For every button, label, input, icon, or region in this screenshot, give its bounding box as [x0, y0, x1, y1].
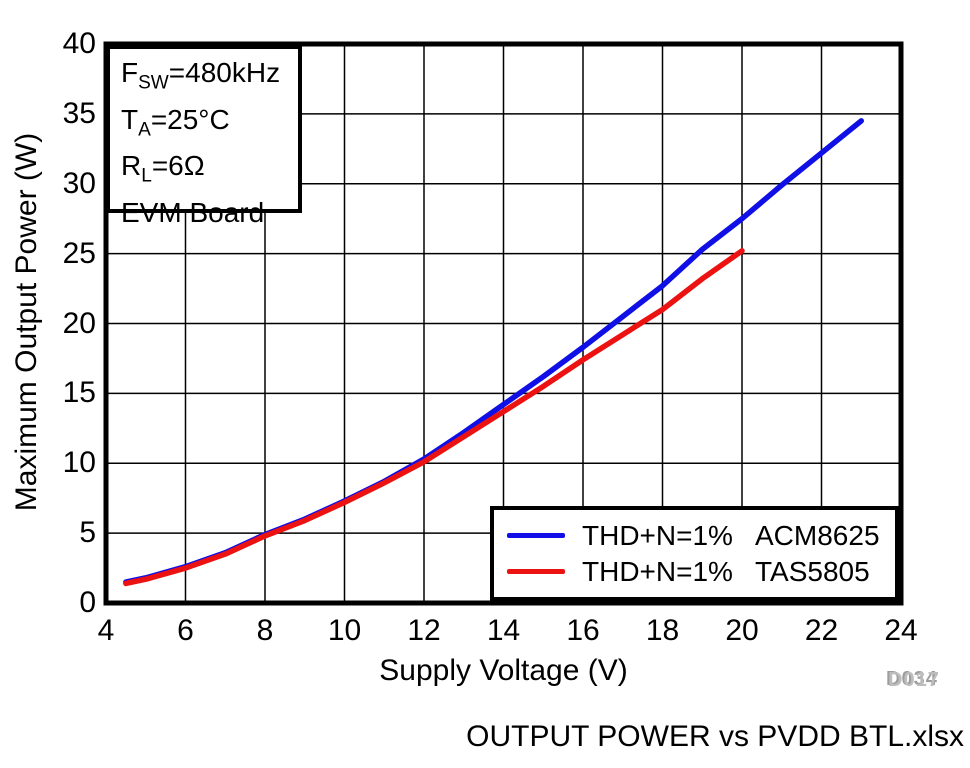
- x-tick-label: 18: [645, 614, 680, 647]
- x-axis-title: Supply Voltage (V): [379, 654, 628, 687]
- legend: THD+N=1% ACM8625 THD+N=1% TAS5805: [490, 506, 899, 601]
- y-tick-label: 15: [62, 376, 96, 410]
- plot-id-watermark: D034 D017: [886, 668, 940, 691]
- legend-line-swatch-blue: [507, 533, 565, 538]
- y-tick-label: 35: [62, 96, 96, 130]
- legend-condition: THD+N=1%: [582, 519, 733, 551]
- plot-frame: [103, 41, 904, 606]
- condition-text: =25°C: [150, 103, 230, 135]
- legend-entry-acm8625: THD+N=1% ACM8625: [507, 519, 895, 552]
- series-line-tas5805: [123, 248, 745, 587]
- condition-subscript: SW: [138, 72, 169, 94]
- plot-id-secondary: D017: [888, 669, 940, 691]
- condition-rl: RL=6Ω: [121, 148, 292, 195]
- y-tick-label: 20: [62, 306, 96, 340]
- y-axis-title: Maximum Output Power (W): [10, 132, 43, 512]
- x-tick-label: 24: [884, 614, 918, 647]
- condition-board: EVM Board: [121, 195, 292, 231]
- condition-subscript: A: [138, 119, 151, 141]
- condition-text: T: [121, 103, 139, 135]
- legend-condition: THD+N=1%: [582, 555, 733, 587]
- y-tick-label: 0: [79, 586, 96, 619]
- x-tick-label: 4: [97, 614, 115, 647]
- x-tick-label: 6: [177, 614, 194, 647]
- legend-entry-tas5805: THD+N=1% TAS5805: [507, 555, 895, 588]
- x-tick-label: 12: [407, 614, 441, 647]
- condition-text: F: [121, 57, 139, 88]
- condition-text: =6Ω: [151, 150, 205, 182]
- figure-caption: OUTPUT POWER vs PVDD BTL.xlsx: [466, 720, 964, 753]
- condition-text: EVM Board: [121, 196, 265, 228]
- y-tick-label: 30: [62, 166, 96, 200]
- condition-ta: TA=25°C: [121, 102, 292, 149]
- test-conditions-box: FSW=480kHz TA=25°C RL=6Ω EVM Board: [106, 45, 302, 228]
- condition-text: R: [121, 150, 142, 182]
- y-tick-label: 40: [62, 27, 96, 60]
- y-tick-label: 25: [62, 236, 96, 270]
- x-tick-label: 16: [566, 614, 600, 647]
- legend-line-swatch-red: [507, 569, 565, 574]
- plot-id-primary: D034: [886, 668, 938, 690]
- condition-fsw: FSW=480kHz: [121, 55, 292, 102]
- x-tick-label: 10: [327, 614, 362, 647]
- y-tick-label: 5: [79, 516, 96, 550]
- condition-text: =480kHz: [168, 57, 281, 88]
- legend-device: TAS5805: [755, 555, 870, 587]
- x-tick-label: 20: [725, 614, 759, 647]
- legend-device: ACM8625: [755, 519, 880, 551]
- x-tick-label: 8: [256, 614, 274, 647]
- x-tick-label: 14: [486, 614, 521, 647]
- condition-subscript: L: [141, 165, 152, 187]
- y-tick-label: 10: [62, 446, 96, 480]
- x-tick-label: 22: [804, 614, 839, 647]
